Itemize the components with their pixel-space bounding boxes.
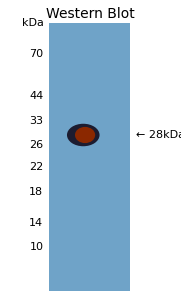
Bar [49, 22, 130, 291]
Text: 10: 10 [30, 242, 43, 253]
Text: 26: 26 [29, 140, 43, 151]
Text: 22: 22 [29, 161, 43, 172]
Text: 44: 44 [29, 91, 43, 101]
Text: kDa: kDa [22, 17, 43, 28]
Text: 33: 33 [30, 116, 43, 127]
Ellipse shape [67, 124, 100, 146]
Ellipse shape [75, 127, 95, 143]
Text: 70: 70 [29, 49, 43, 59]
Text: 18: 18 [29, 187, 43, 197]
Text: Western Blot: Western Blot [46, 8, 135, 22]
Text: ← 28kDa: ← 28kDa [136, 130, 181, 140]
Text: 14: 14 [29, 218, 43, 229]
